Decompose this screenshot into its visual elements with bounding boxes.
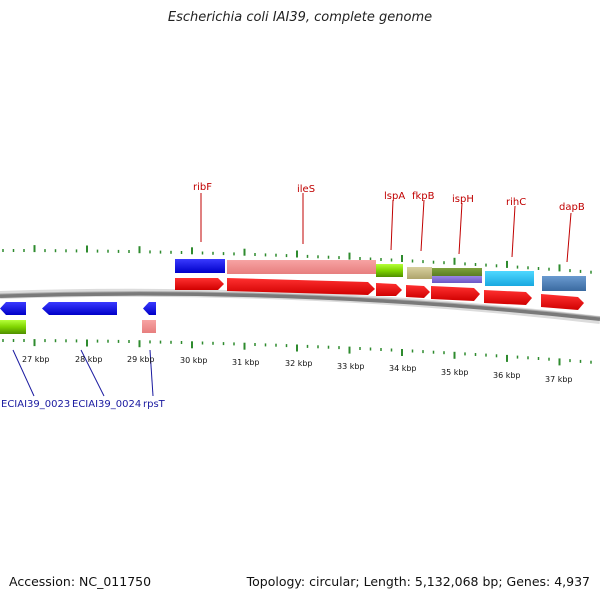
gene-arrow-ribF <box>175 278 224 290</box>
feature-dapB-box <box>542 276 586 291</box>
reverse-gene-arrows <box>0 302 156 315</box>
tick-row-top <box>2 245 592 274</box>
feature-ispH-box-b <box>432 276 482 283</box>
gene-arrow-lspA <box>376 283 402 296</box>
forward-feature-row <box>175 259 586 291</box>
scale-label-27: 27 kbp <box>22 355 50 364</box>
feature-fkpB-box <box>407 267 432 279</box>
feature-rihC-box <box>485 271 534 286</box>
gene-label-fkpB: fkpB <box>412 191 435 202</box>
scale-label-28: 28 kbp <box>75 355 103 364</box>
label-connectors <box>12 193 572 397</box>
gene-arrow-dapB <box>541 294 584 310</box>
gene-arrow-ECIAI39-0023 <box>0 302 26 315</box>
genome-summary-text: Topology: circular; Length: 5,132,068 bp… <box>246 574 590 589</box>
gene-label-dapB: dapB <box>559 202 585 213</box>
feature-ileS-box <box>227 260 376 274</box>
gene-label-ribF: ribF <box>193 182 212 193</box>
backbone-highlight <box>0 291 600 318</box>
feature-ECIAI39-0023-box <box>0 320 26 334</box>
gene-arrow-ileS <box>227 278 375 295</box>
gene-label-ispH: ispH <box>452 194 474 205</box>
scale-label-32: 32 kbp <box>285 359 313 368</box>
gene-arrow-rpsT <box>143 302 156 315</box>
genome-title: Escherichia coli IAI39, complete genome <box>167 10 433 25</box>
scale-label-30: 30 kbp <box>180 356 208 365</box>
scale-label-29: 29 kbp <box>127 355 155 364</box>
feature-rpsT-box <box>142 320 156 333</box>
scale-label-33: 33 kbp <box>337 362 365 371</box>
feature-lspA-box <box>376 264 403 277</box>
accession-text: Accession: NC_011750 <box>9 574 152 589</box>
scale-label-37: 37 kbp <box>545 375 573 384</box>
gene-label-lspA: lspA <box>384 191 405 202</box>
scale-label-36: 36 kbp <box>493 371 521 380</box>
forward-gene-arrows <box>175 278 584 310</box>
feature-ispH-box-a <box>432 268 482 276</box>
scale-label-35: 35 kbp <box>441 368 469 377</box>
tick-row-bottom <box>2 339 592 366</box>
gene-label-rpsT: rpsT <box>143 399 166 410</box>
gene-label-ECIAI39-0024: ECIAI39_0024 <box>72 399 141 410</box>
gene-arrow-fkpB <box>406 285 430 298</box>
gene-label-ileS: ileS <box>297 184 315 195</box>
feature-ribF-box <box>175 259 225 273</box>
gene-label-rihC: rihC <box>506 197 526 208</box>
gene-arrow-rihC <box>484 290 532 305</box>
gene-arrow-ispH <box>431 286 480 301</box>
scale-label-31: 31 kbp <box>232 358 260 367</box>
reverse-feature-row <box>0 320 156 334</box>
backbone <box>0 291 600 321</box>
gene-arrow-ECIAI39-0024 <box>42 302 117 315</box>
gene-label-ECIAI39-0023: ECIAI39_0023 <box>1 399 70 410</box>
scale-label-34: 34 kbp <box>389 364 417 373</box>
